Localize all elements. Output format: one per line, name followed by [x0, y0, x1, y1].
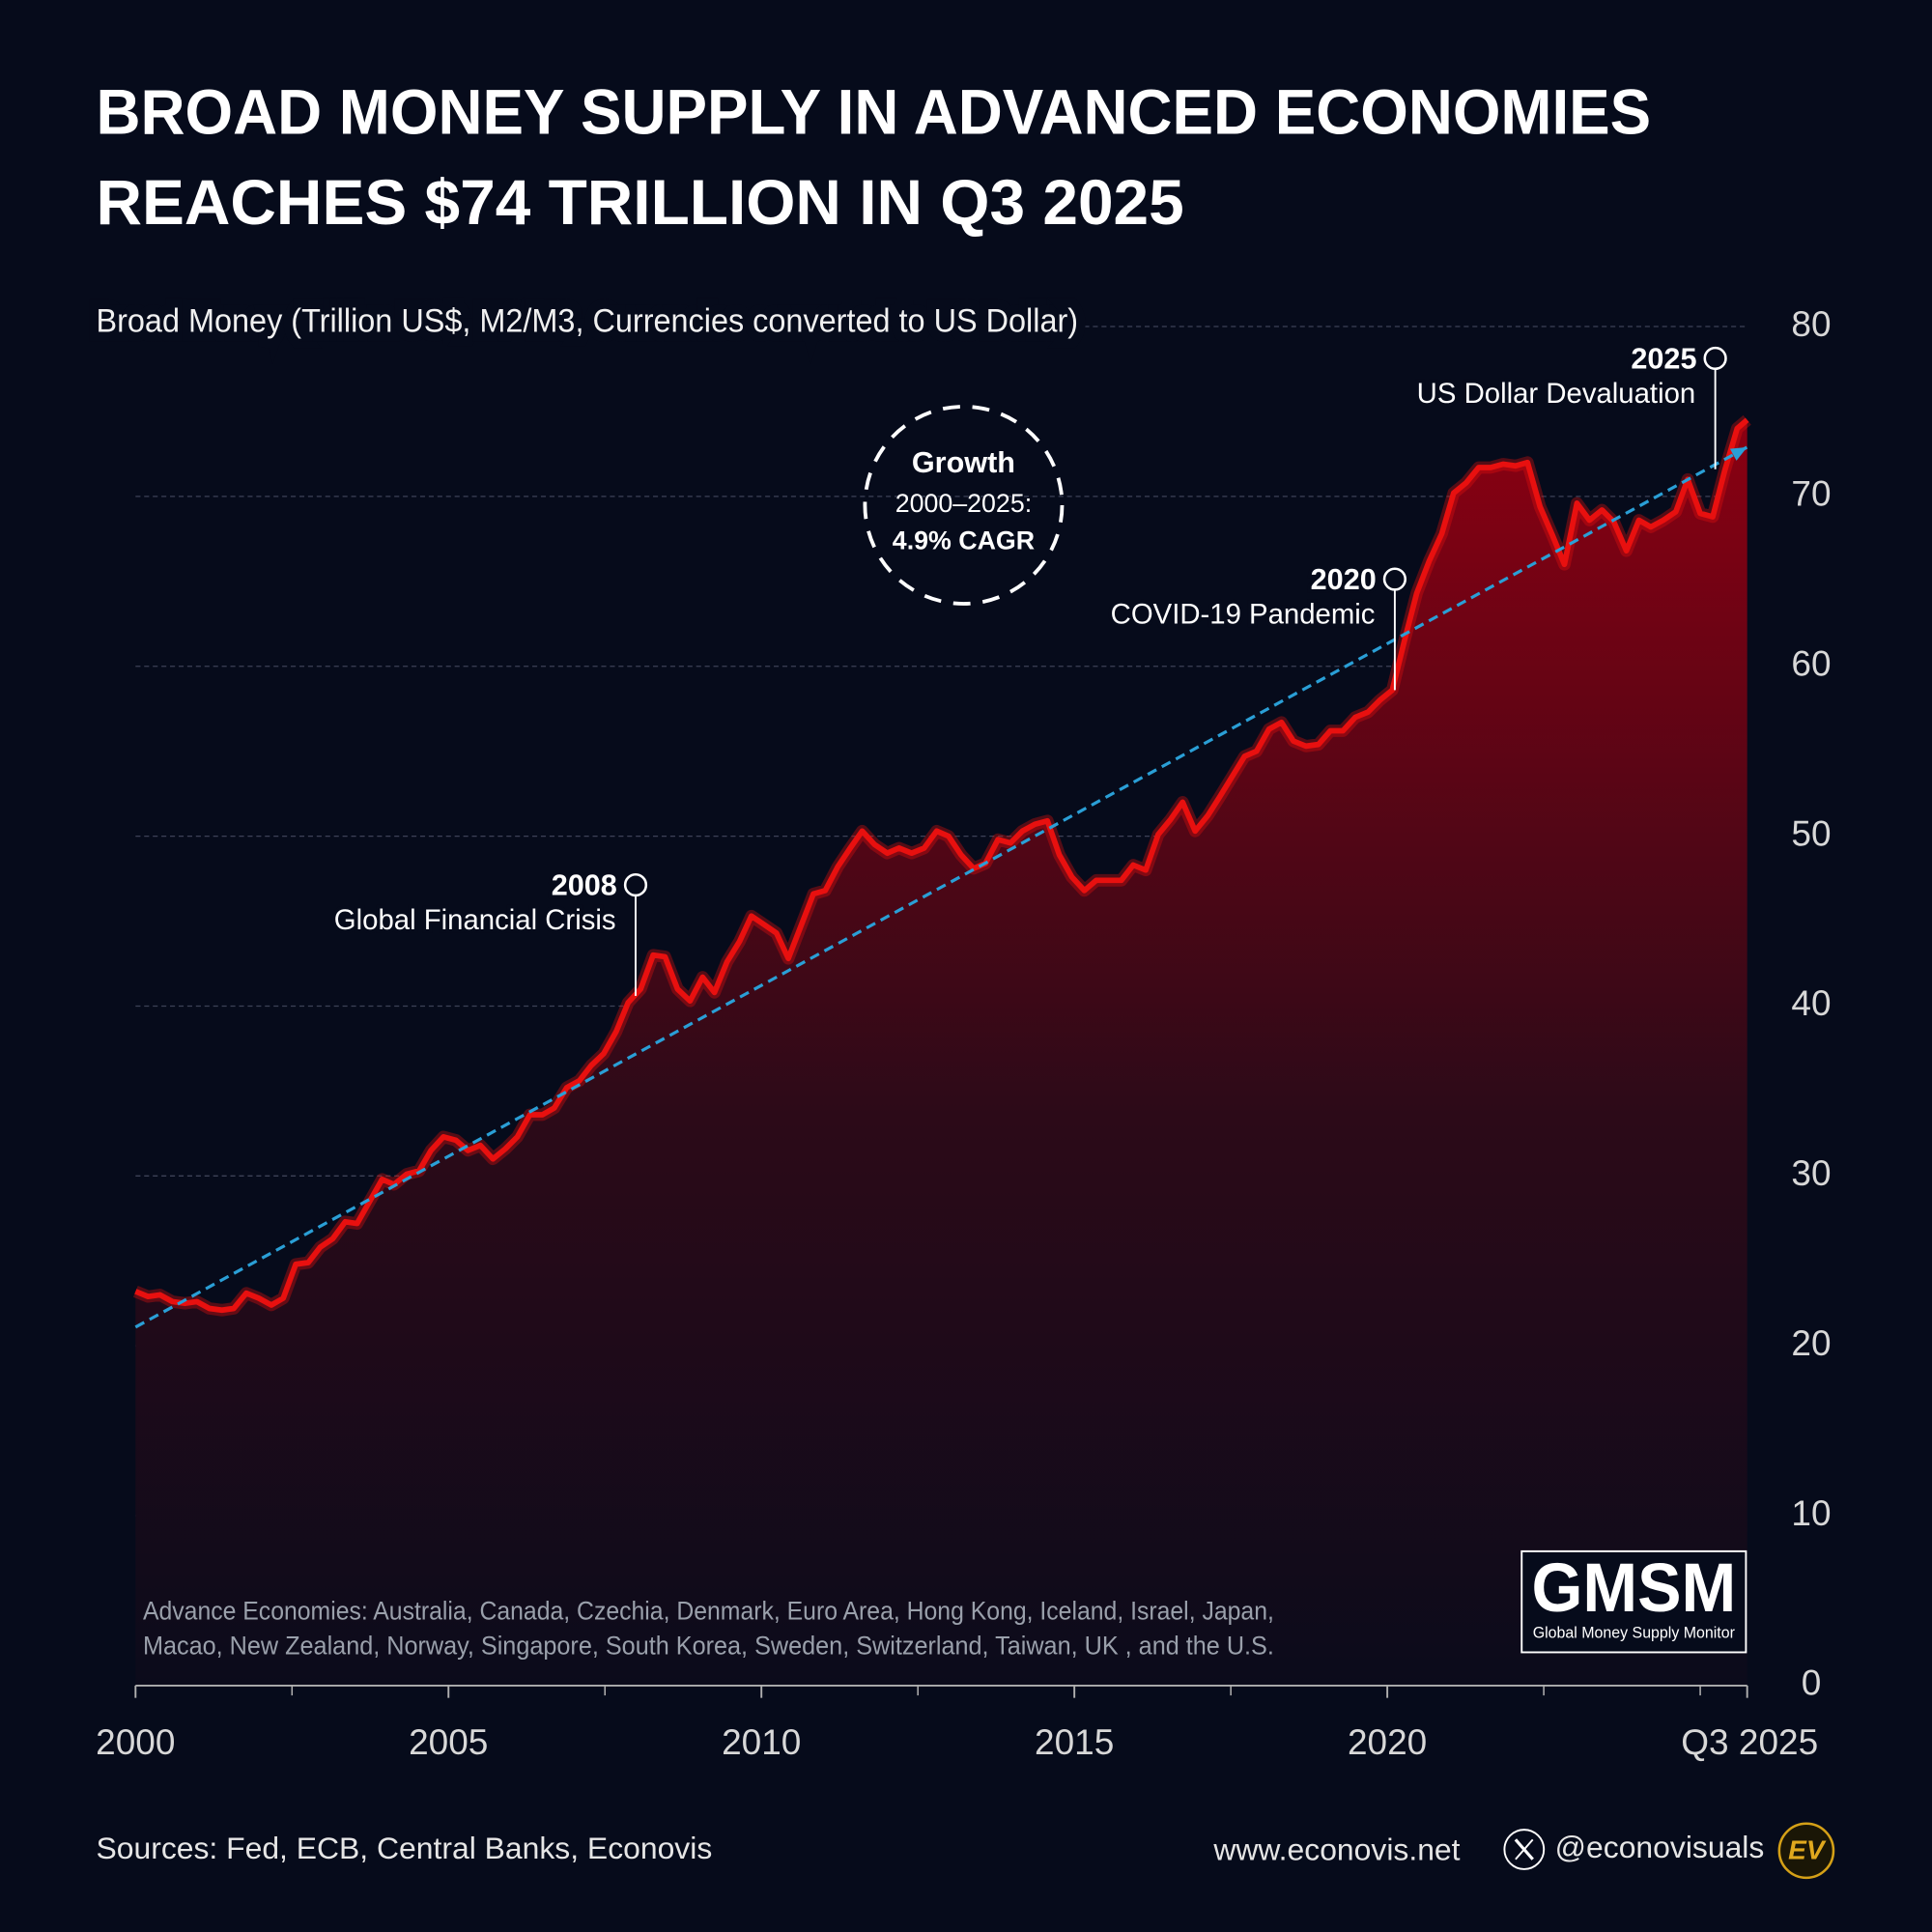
x-icon-stroke: [1515, 1838, 1534, 1861]
annotation-dot: [1382, 567, 1407, 591]
logo: GMSM Global Money Supply Monitor: [1520, 1549, 1747, 1654]
area: [135, 419, 1747, 1686]
cagr-text: Growth: [912, 446, 1015, 479]
y-tick-label: 70: [1791, 474, 1831, 514]
chart-title: BROAD MONEY SUPPLY IN ADVANCED ECONOMIES: [96, 77, 1651, 149]
x-tick-label: 2015: [1035, 1722, 1114, 1762]
cagr-text: 2000–2025:: [895, 489, 1032, 518]
x-tick-label: 2005: [409, 1722, 488, 1762]
y-tick-label: 30: [1791, 1153, 1831, 1193]
footnote: Advance Economies: Australia, Canada, Cz…: [143, 1597, 1274, 1626]
x-icon: [1503, 1829, 1546, 1870]
brand-circle: [1777, 1822, 1835, 1880]
logo-box: [1520, 1549, 1747, 1654]
annotation-dot: [623, 872, 648, 897]
cagr-text: 4.9% CAGR: [893, 526, 1035, 554]
annotation-dot: [1703, 346, 1727, 371]
trend-line: [134, 445, 1748, 1329]
cagr-circle: [863, 405, 1065, 606]
y-tick-label: 80: [1791, 304, 1831, 344]
annotation-year: 2020: [1311, 563, 1377, 596]
annotation-year: 2008: [552, 869, 617, 902]
annotation-year: 2025: [1631, 343, 1696, 376]
cagr-badge: Growth 2000–2025: 4.9% CAGR: [863, 405, 1065, 606]
y-tick-label: 40: [1791, 983, 1831, 1023]
y-axis-title: Broad Money (Trillion US$, M2/M3, Curren…: [96, 302, 1078, 339]
x-tick-label: 2010: [722, 1722, 801, 1762]
annotation-text: COVID-19 Pandemic: [1111, 599, 1376, 631]
y-tick-label: 50: [1791, 813, 1831, 853]
plot: [132, 414, 1751, 1686]
logo-name: GMSM: [1531, 1549, 1736, 1627]
x-tick-label: Q3 2025: [1681, 1722, 1818, 1762]
handle[interactable]: @econovisuals: [1555, 1830, 1765, 1864]
footnote: Macao, New Zealand, Norway, Singapore, S…: [143, 1631, 1274, 1660]
chart-title: REACHES $74 TRILLION IN Q3 2025: [96, 167, 1183, 239]
x-icon-circle: [1503, 1829, 1546, 1870]
y-tick-label: 0: [1802, 1663, 1822, 1703]
logo-text: Global Money Supply Monitor: [1533, 1624, 1736, 1642]
line: [134, 417, 1749, 1314]
x-tick-label: 2000: [96, 1722, 175, 1762]
annotation-text: Global Financial Crisis: [334, 904, 616, 936]
y-tick-label: 10: [1791, 1493, 1831, 1533]
website[interactable]: www.econovis.net: [1212, 1833, 1460, 1867]
trend-arrow: [1729, 446, 1747, 461]
x-tick-label: 2020: [1348, 1722, 1427, 1762]
y-tick-label: 60: [1791, 643, 1831, 683]
source: Sources: Fed, ECB, Central Banks, Econov…: [96, 1831, 712, 1865]
annotation-text: US Dollar Devaluation: [1417, 378, 1696, 410]
brand: EV: [1788, 1834, 1827, 1864]
y-tick-label: 20: [1791, 1323, 1831, 1363]
